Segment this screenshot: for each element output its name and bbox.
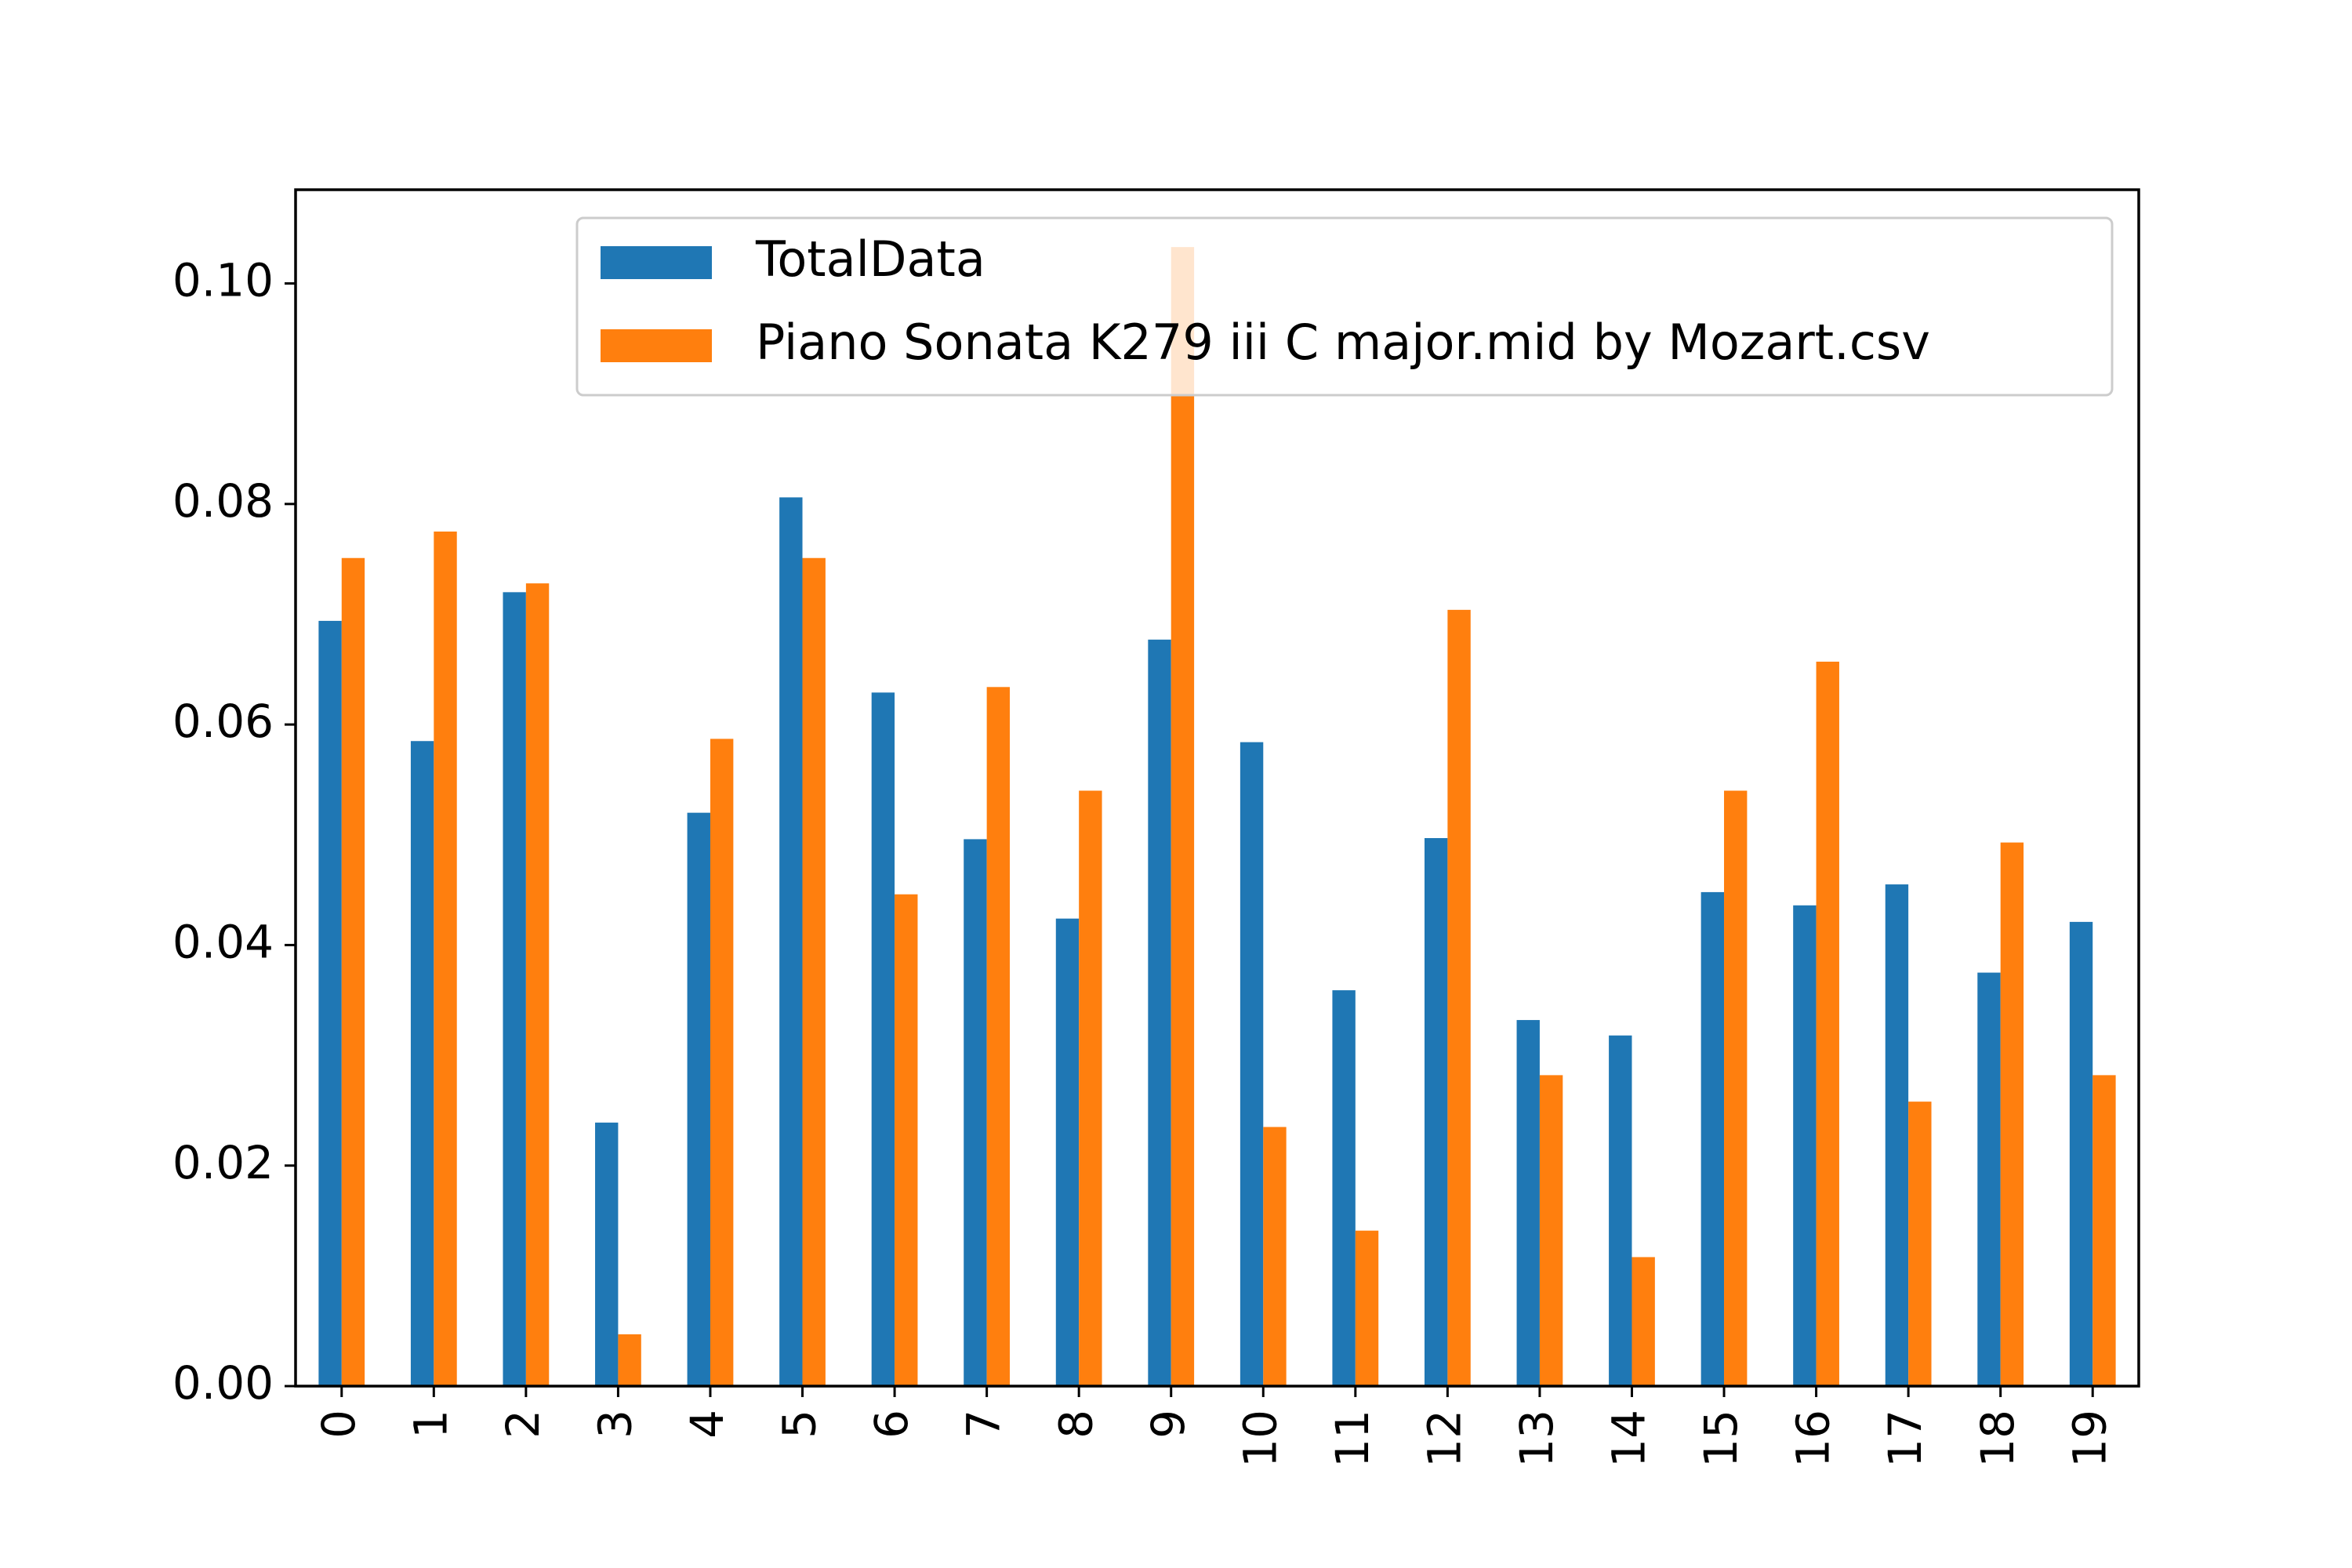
x-tick-label: 10 xyxy=(1233,1410,1287,1468)
y-tick-label: 0.02 xyxy=(172,1136,274,1189)
bar-series-1-cat-14 xyxy=(1632,1257,1655,1386)
bar-series-1-cat-15 xyxy=(1724,790,1748,1386)
bar-series-0-cat-13 xyxy=(1516,1020,1540,1386)
x-tick-label: 2 xyxy=(496,1410,550,1439)
bars-layer xyxy=(318,247,2116,1386)
bar-series-0-cat-1 xyxy=(410,741,434,1386)
bar-series-0-cat-12 xyxy=(1424,837,1448,1386)
legend: TotalData Piano Sonata K279 iii C major.m… xyxy=(575,216,2114,397)
bar-series-0-cat-8 xyxy=(1055,918,1080,1386)
x-tick-label: 5 xyxy=(773,1410,826,1439)
bar-series-1-cat-0 xyxy=(341,557,365,1386)
bar-series-1-cat-17 xyxy=(1908,1102,1932,1386)
bar-series-0-cat-15 xyxy=(1700,891,1725,1386)
bar-series-0-cat-3 xyxy=(595,1122,619,1386)
bar-series-0-cat-19 xyxy=(2069,921,2093,1386)
bar-series-0-cat-16 xyxy=(1793,905,1817,1386)
bar-series-1-cat-8 xyxy=(1079,790,1102,1386)
bar-series-0-cat-6 xyxy=(871,692,895,1386)
legend-swatch-1 xyxy=(601,329,712,362)
plot-frame xyxy=(294,188,2140,1388)
bar-series-1-cat-10 xyxy=(1263,1127,1287,1386)
x-tick-label: 8 xyxy=(1049,1410,1102,1439)
x-tick-label: 11 xyxy=(1326,1410,1379,1468)
x-tick-label: 16 xyxy=(1787,1410,1840,1468)
x-tick-label: 13 xyxy=(1510,1410,1563,1468)
bar-series-0-cat-5 xyxy=(779,497,803,1386)
bar-series-1-cat-1 xyxy=(434,532,457,1386)
bar-series-0-cat-7 xyxy=(964,839,987,1386)
bar-series-1-cat-7 xyxy=(986,687,1011,1386)
x-tick-label: 1 xyxy=(404,1410,457,1439)
x-tick-label: 9 xyxy=(1142,1410,1195,1439)
bar-series-1-cat-9 xyxy=(1171,247,1195,1386)
legend-label-1: Piano Sonata K279 iii C major.mid by Moz… xyxy=(756,314,1930,371)
x-tick-label: 4 xyxy=(681,1410,734,1439)
x-tick-label: 6 xyxy=(865,1410,918,1439)
y-tick-label: 0.00 xyxy=(172,1356,274,1410)
x-tick-label: 15 xyxy=(1694,1410,1748,1468)
bar-series-0-cat-4 xyxy=(687,812,710,1386)
bar-series-1-cat-16 xyxy=(1816,661,1839,1386)
bar-series-1-cat-19 xyxy=(2092,1075,2116,1386)
bar-series-1-cat-4 xyxy=(710,739,734,1386)
x-tick-label: 17 xyxy=(1878,1410,1932,1468)
bar-series-1-cat-13 xyxy=(1539,1075,1563,1386)
bar-series-1-cat-11 xyxy=(1355,1230,1379,1386)
bar-series-0-cat-0 xyxy=(318,620,342,1386)
x-tick-label: 0 xyxy=(312,1410,365,1439)
bar-series-0-cat-2 xyxy=(503,592,526,1386)
legend-box xyxy=(575,216,2114,397)
legend-swatch-0 xyxy=(601,246,712,279)
bar-series-1-cat-6 xyxy=(895,894,918,1386)
x-tick-label: 19 xyxy=(2063,1410,2116,1468)
x-tick-label: 18 xyxy=(1971,1410,2024,1468)
bar-series-0-cat-18 xyxy=(1977,972,2001,1386)
x-tick-label: 3 xyxy=(589,1410,642,1439)
x-axis: 0 1 2 3 4 5 6 7 8 9 10 11 12 13 14 15 16 17 18 19 xyxy=(312,1386,2116,1468)
bar-series-0-cat-14 xyxy=(1609,1035,1632,1386)
bar-series-1-cat-18 xyxy=(2000,842,2024,1386)
bar-series-0-cat-10 xyxy=(1240,742,1264,1386)
bar-series-1-cat-3 xyxy=(618,1334,641,1386)
bar-series-0-cat-9 xyxy=(1148,639,1171,1386)
y-tick-label: 0.04 xyxy=(172,916,274,969)
bar-series-0-cat-17 xyxy=(1885,884,1909,1386)
bar-series-0-cat-11 xyxy=(1332,990,1356,1386)
x-tick-label: 12 xyxy=(1417,1410,1471,1468)
y-tick-label: 0.10 xyxy=(172,254,274,307)
x-tick-label: 7 xyxy=(957,1410,1011,1439)
bar-series-1-cat-12 xyxy=(1447,609,1471,1386)
x-tick-label: 14 xyxy=(1602,1410,1656,1468)
bar-series-1-cat-5 xyxy=(802,557,826,1386)
legend-label-0: TotalData xyxy=(755,230,985,288)
bar-series-1-cat-2 xyxy=(525,583,550,1386)
y-tick-label: 0.08 xyxy=(172,474,274,528)
y-tick-label: 0.06 xyxy=(172,695,274,748)
y-axis: 0.00 0.02 0.04 0.06 0.08 0.10 xyxy=(172,254,296,1410)
